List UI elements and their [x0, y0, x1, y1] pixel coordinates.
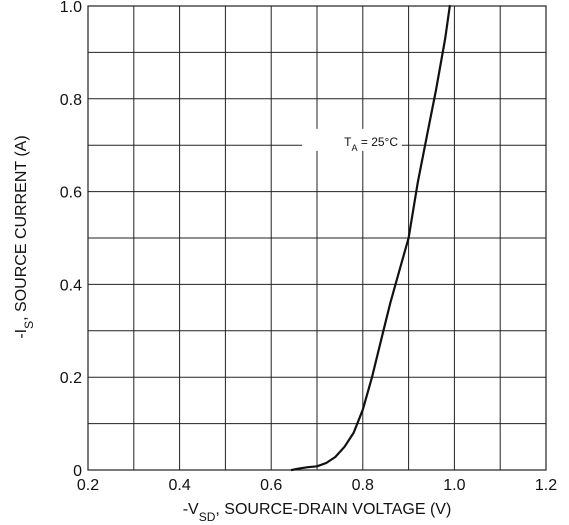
x-tick-label: 1.2	[535, 477, 557, 494]
x-tick-label: 0.6	[260, 477, 282, 494]
y-tick-label: 1.0	[60, 0, 82, 16]
x-tick-label: 0.4	[168, 477, 190, 494]
y-tick-label: 0	[73, 463, 82, 480]
y-tick-label: 0.8	[60, 92, 82, 109]
x-tick-label: 1.0	[443, 477, 465, 494]
y-tick-label: 0.2	[60, 370, 82, 387]
annotation: TA = 25°C	[302, 128, 403, 153]
annotation-label: TA = 25°C	[344, 135, 398, 153]
x-tick-label: 0.8	[352, 477, 374, 494]
y-tick-labels: 0 0.2 0.4 0.6 0.8 1.0	[60, 0, 82, 480]
x-tick-labels: 0.2 0.4 0.6 0.8 1.0 1.2	[77, 477, 557, 494]
x-axis-label: -VSD, SOURCE-DRAIN VOLTAGE (V)	[183, 501, 452, 524]
y-tick-label: 0.6	[60, 185, 82, 202]
y-tick-label: 0.4	[60, 277, 82, 294]
annotation-background	[302, 128, 403, 151]
plot-frame	[87, 5, 547, 471]
x-tick-label: 0.2	[77, 477, 99, 494]
grid	[88, 6, 546, 470]
y-axis-label: -IS, SOURCE CURRENT (A)	[13, 135, 36, 338]
series-line	[290, 4, 451, 472]
